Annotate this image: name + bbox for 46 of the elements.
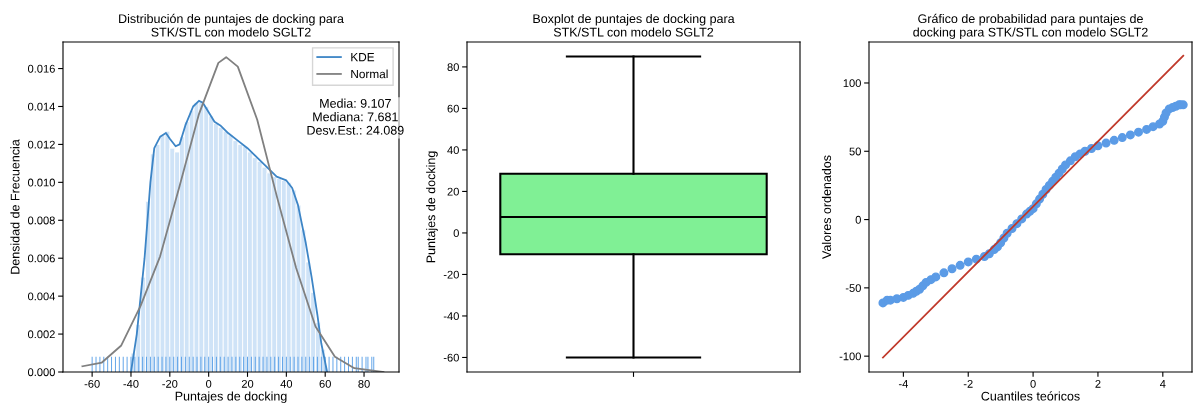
x-tick-label: -2 <box>963 379 973 388</box>
x-tick-label: 2 <box>1095 379 1101 388</box>
y-tick-label: 0.010 <box>27 178 55 187</box>
x-tick-label: 80 <box>358 379 370 388</box>
chart-title: Boxplot de puntajes de docking para STK/STL con modelo SGLT2 <box>533 13 735 37</box>
y-tick-label: 0.008 <box>27 216 55 225</box>
y-tick-label: 60 <box>447 104 459 113</box>
y-tick-label: 50 <box>849 147 861 156</box>
y-tick-label: -60 <box>443 353 459 362</box>
chart-title: Gráfico de probabilidad para puntajes de docking para STK/STL con modelo SGLT2 <box>913 13 1148 40</box>
y-tick-label: -50 <box>845 284 861 292</box>
x-tick-label: -20 <box>162 379 178 388</box>
y-tick-label: 0.014 <box>27 102 56 111</box>
y-tick-label: -40 <box>443 312 459 321</box>
x-tick-label: -60 <box>84 379 100 388</box>
x-tick-label: 20 <box>241 379 254 388</box>
x-tick-label: 60 <box>319 379 331 388</box>
y-tick-label: 0.002 <box>27 330 55 339</box>
chart-title: Distribución de puntajes de docking para STK/STL con modelo SGLT2 <box>119 13 344 37</box>
y-tick-label: 20 <box>447 187 459 196</box>
y-tick-label: 80 <box>447 63 459 72</box>
x-tick-label: 0 <box>206 379 212 388</box>
y-axis-title: Puntajes de docking <box>426 151 438 263</box>
y-tick-label: 0.012 <box>27 140 55 149</box>
y-tick-label: 0 <box>855 215 861 224</box>
legend-label: KDE <box>351 53 375 62</box>
x-tick-label: -40 <box>123 379 139 388</box>
y-tick-label: -20 <box>443 270 459 279</box>
y-tick-label: 0.000 <box>27 368 55 377</box>
y-tick-label: 0 <box>453 229 459 238</box>
y-axis-title: Densidad de Frecuencia <box>10 139 20 274</box>
x-tick-label: 4 <box>1159 380 1166 388</box>
y-tick-label: 0.004 <box>27 292 56 301</box>
legend-label: Normal <box>351 69 388 79</box>
y-tick-label: 40 <box>447 146 459 155</box>
y-tick-label: -100 <box>839 352 861 361</box>
y-axis-title: Valores ordenados <box>821 155 832 259</box>
x-tick-label: -4 <box>898 380 908 388</box>
y-tick-label: 0.006 <box>27 254 55 263</box>
y-tick-label: 100 <box>843 79 861 88</box>
x-tick-label: 40 <box>280 379 293 388</box>
annotation: Media: 9.107 Mediana: 7.681 Desv.Est.: 24.089 <box>307 98 404 135</box>
x-axis-title: Puntajes de docking <box>175 391 287 404</box>
y-tick-label: 0.016 <box>27 64 55 73</box>
x-tick-label: 0 <box>1030 379 1036 388</box>
x-axis-title: Cuantiles teóricos <box>981 391 1080 401</box>
